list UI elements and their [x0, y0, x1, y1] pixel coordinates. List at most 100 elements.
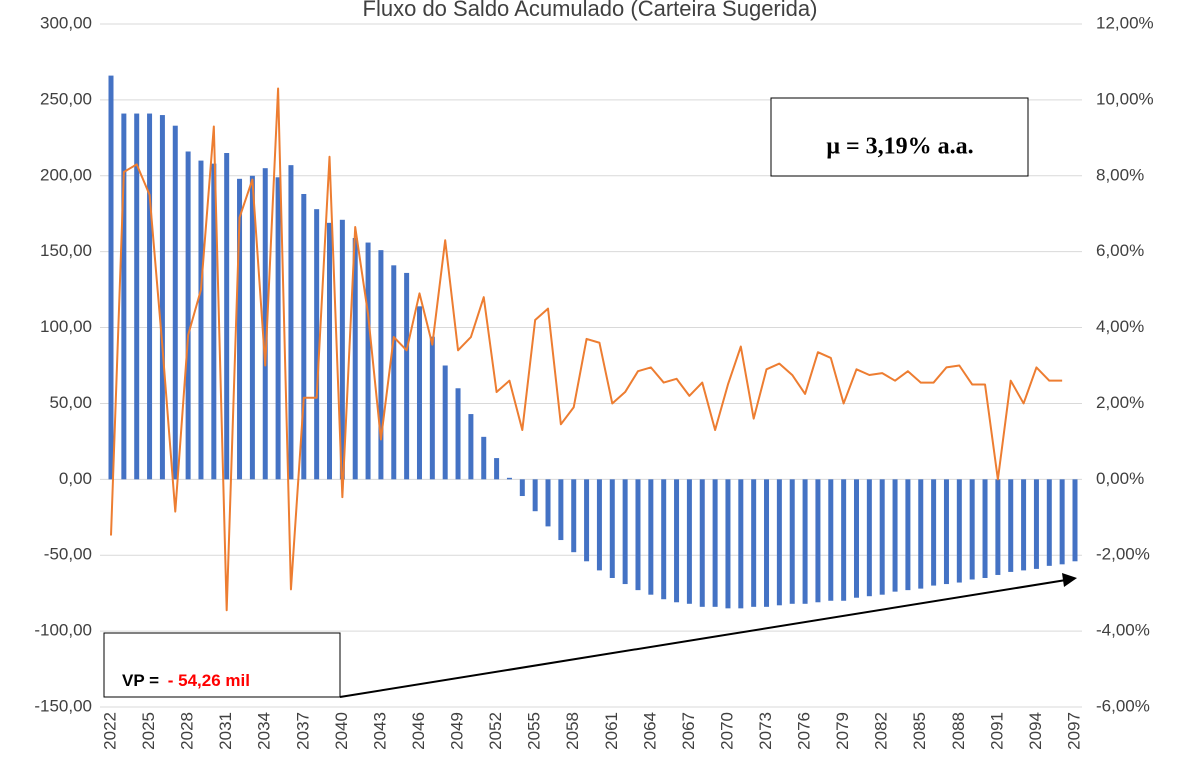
bar — [481, 436, 487, 480]
bar — [712, 479, 718, 607]
bar — [455, 388, 461, 480]
x-tick-label: 2082 — [872, 712, 891, 750]
bar — [1021, 479, 1027, 571]
bar — [558, 479, 564, 541]
bar — [391, 265, 397, 480]
bar — [442, 365, 448, 480]
bar — [789, 479, 795, 604]
bar — [661, 479, 667, 600]
bar — [776, 479, 782, 606]
bar — [841, 479, 847, 601]
mu-annotation: μ = 3,19% a.a. — [826, 134, 973, 160]
bar — [288, 165, 294, 480]
bar — [635, 479, 641, 591]
bar — [571, 479, 577, 553]
y-tick-label: 250,00 — [40, 89, 92, 108]
bar — [494, 458, 500, 480]
bar — [853, 479, 859, 598]
bar — [185, 151, 191, 480]
bar — [159, 115, 165, 480]
x-tick-label: 2022 — [100, 712, 119, 750]
x-tick-label: 2058 — [563, 712, 582, 750]
y-tick-label: 100,00 — [40, 317, 92, 336]
bar — [249, 175, 255, 480]
bar — [1059, 479, 1065, 565]
bar — [416, 306, 422, 480]
bar — [506, 477, 512, 480]
y-tick-label: 50,00 — [49, 393, 92, 412]
bar — [108, 75, 114, 480]
bar — [172, 125, 178, 480]
x-tick-label: 2076 — [795, 712, 814, 750]
bar — [931, 479, 937, 586]
bar — [327, 222, 333, 480]
bar — [339, 219, 345, 480]
bar — [956, 479, 962, 583]
x-tick-label: 2079 — [833, 712, 852, 750]
bar — [262, 168, 268, 480]
bar — [378, 250, 384, 480]
vp-value: - 54,26 mil — [168, 671, 250, 690]
y2-tick-label: 2,00% — [1096, 393, 1144, 412]
x-tick-label: 2049 — [448, 712, 467, 750]
x-tick-label: 2040 — [332, 712, 351, 750]
x-tick-label: 2052 — [486, 712, 505, 750]
bar — [699, 479, 705, 607]
bar — [584, 479, 590, 562]
bar — [404, 272, 410, 480]
y2-tick-label: -4,00% — [1096, 621, 1150, 640]
bar — [224, 153, 230, 480]
x-tick-label: 2097 — [1064, 712, 1083, 750]
bar — [1033, 479, 1039, 569]
bar — [519, 479, 525, 497]
y-tick-label: -50,00 — [44, 545, 92, 564]
bar — [815, 479, 821, 603]
bar — [674, 479, 680, 603]
bar — [905, 479, 911, 591]
bar — [1046, 479, 1052, 566]
y2-tick-label: 0,00% — [1096, 469, 1144, 488]
bar — [802, 479, 808, 604]
bar — [943, 479, 949, 585]
chart-title: Fluxo do Saldo Acumulado (Carteira Suger… — [363, 0, 818, 21]
x-tick-label: 2091 — [987, 712, 1006, 750]
x-tick-label: 2088 — [949, 712, 968, 750]
y2-tick-label: 6,00% — [1096, 241, 1144, 260]
arrow-line — [339, 579, 1067, 698]
bar — [275, 177, 281, 480]
x-tick-label: 2055 — [525, 712, 544, 750]
bar — [725, 479, 731, 609]
bar — [121, 113, 127, 480]
bar — [365, 242, 371, 480]
x-tick-label: 2028 — [178, 712, 197, 750]
bar — [147, 113, 153, 480]
bar — [609, 479, 615, 578]
y-tick-label: 200,00 — [40, 165, 92, 184]
y-tick-label: -150,00 — [34, 696, 92, 715]
vp-box — [103, 632, 341, 698]
bar — [969, 479, 975, 580]
line — [110, 87, 1063, 612]
bar — [532, 479, 538, 512]
bar — [301, 193, 307, 480]
x-tick-label: 2085 — [910, 712, 929, 750]
bar — [1072, 479, 1078, 562]
x-tick-label: 2067 — [679, 712, 698, 750]
x-tick-label: 2037 — [293, 712, 312, 750]
y-tick-label: 300,00 — [40, 13, 92, 32]
x-tick-label: 2061 — [602, 712, 621, 750]
bar — [982, 479, 988, 578]
bar — [314, 209, 320, 480]
x-tick-label: 2034 — [255, 712, 274, 750]
bar — [352, 238, 358, 480]
x-tick-label: 2025 — [139, 712, 158, 750]
bar — [622, 479, 628, 585]
x-tick-label: 2031 — [216, 712, 235, 750]
bar — [198, 160, 204, 480]
bar — [751, 479, 757, 607]
bar — [828, 479, 834, 601]
y2-tick-label: 12,00% — [1096, 13, 1154, 32]
bar — [866, 479, 872, 597]
